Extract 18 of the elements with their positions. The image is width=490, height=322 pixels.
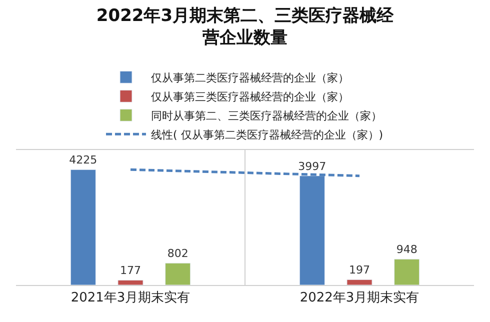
- bar: [394, 258, 420, 285]
- legend-label: 仅从事第三类医疗器械经营的企业（家）: [151, 90, 349, 104]
- data-label: 802: [167, 247, 188, 260]
- legend-label: 同时从事第二、三类医疗器械经营的企业（家）: [151, 109, 382, 122]
- bar: [165, 262, 191, 285]
- x-tick-label: 2022年3月期末实有: [300, 290, 420, 306]
- bar: [118, 280, 144, 285]
- data-label: 948: [396, 243, 418, 256]
- data-label: 4225: [69, 154, 98, 167]
- x-tick-label: 2021年3月期末实有: [70, 290, 190, 306]
- data-label: 177: [120, 264, 141, 278]
- chart-title: 2022年3月期末第二、三类医疗器械经营企业数量: [96, 6, 395, 48]
- legend-label: 线性( 仅从事第二类医疗器械经营的企业（家）): [151, 128, 384, 142]
- legend-label: 仅从事第二类医疗器械经营的企业（家）: [151, 71, 349, 84]
- bar: [70, 169, 96, 285]
- data-label: 3997: [298, 160, 326, 173]
- data-label: 197: [349, 264, 370, 277]
- bar: [346, 279, 372, 285]
